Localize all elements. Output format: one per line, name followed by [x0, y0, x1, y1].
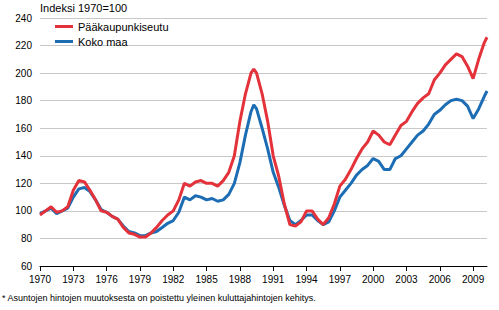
svg-text:2006: 2006 [429, 274, 452, 285]
svg-text:2000: 2000 [362, 274, 385, 285]
svg-text:2009: 2009 [462, 274, 485, 285]
svg-text:1982: 1982 [162, 274, 185, 285]
svg-text:100: 100 [15, 205, 32, 216]
svg-text:120: 120 [15, 178, 32, 189]
svg-text:240: 240 [15, 13, 32, 24]
svg-text:* Asuntojen hintojen muutokses: * Asuntojen hintojen muutoksesta on pois… [2, 293, 316, 303]
svg-text:60: 60 [21, 261, 33, 272]
svg-text:1985: 1985 [195, 274, 218, 285]
svg-text:Koko maa: Koko maa [78, 36, 128, 48]
svg-text:1973: 1973 [62, 274, 85, 285]
svg-text:180: 180 [15, 95, 32, 106]
svg-text:1991: 1991 [262, 274, 285, 285]
svg-text:1994: 1994 [295, 274, 318, 285]
svg-text:1979: 1979 [129, 274, 152, 285]
svg-text:1997: 1997 [329, 274, 352, 285]
svg-text:80: 80 [21, 233, 33, 244]
svg-text:220: 220 [15, 40, 32, 51]
svg-text:200: 200 [15, 68, 32, 79]
svg-text:160: 160 [15, 123, 32, 134]
svg-text:2003: 2003 [395, 274, 418, 285]
svg-text:1970: 1970 [29, 274, 52, 285]
svg-text:140: 140 [15, 150, 32, 161]
svg-text:Pääkaupunkiseutu: Pääkaupunkiseutu [78, 21, 169, 33]
svg-text:1988: 1988 [229, 274, 252, 285]
svg-text:Indeksi 1970=100: Indeksi 1970=100 [40, 2, 127, 14]
svg-text:1976: 1976 [96, 274, 119, 285]
